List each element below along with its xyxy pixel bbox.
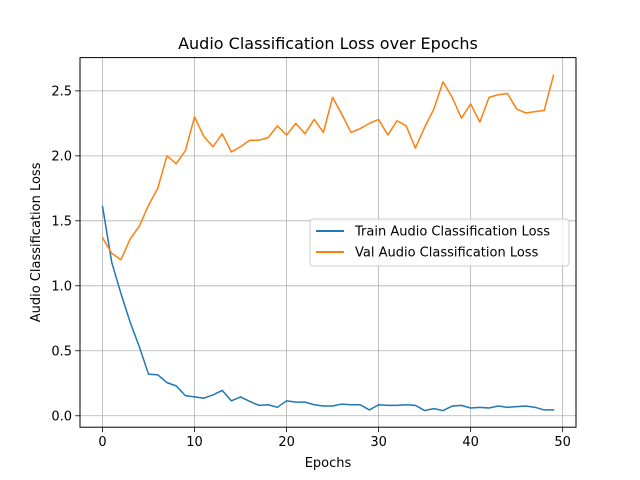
x-axis-title: Epochs bbox=[305, 456, 352, 471]
x-tick-label: 50 bbox=[554, 435, 571, 450]
legend-box bbox=[309, 218, 570, 267]
y-tick-label: 1.5 bbox=[51, 214, 72, 229]
train-loss-line bbox=[101, 205, 555, 412]
x-tick-label: 40 bbox=[462, 435, 479, 450]
legend-label-train: Train Audio Classification Loss bbox=[354, 225, 550, 240]
y-tick-label: 0.5 bbox=[51, 344, 72, 359]
y-tick-label: 2.5 bbox=[51, 84, 72, 99]
axis-ticks: 0 10 20 30 40 50 0.0 0.5 1.0 1.5 2.0 2.5 bbox=[51, 84, 571, 450]
legend: Train Audio Classification Loss Val Audi… bbox=[309, 218, 570, 267]
y-tick-label: 1.0 bbox=[51, 279, 72, 294]
y-axis-title: Audio Classification Loss bbox=[29, 162, 44, 322]
series-lines bbox=[101, 74, 555, 412]
plot-area-frame bbox=[79, 57, 577, 428]
legend-label-val: Val Audio Classification Loss bbox=[355, 246, 539, 261]
y-tick-label: 0.0 bbox=[51, 409, 72, 424]
val-loss-line bbox=[101, 74, 555, 261]
y-tick-label: 2.0 bbox=[51, 149, 72, 164]
x-tick-label: 10 bbox=[186, 435, 203, 450]
chart-title: Audio Classification Loss over Epochs bbox=[178, 34, 478, 53]
x-tick-label: 0 bbox=[98, 435, 106, 450]
x-tick-label: 20 bbox=[278, 435, 295, 450]
x-tick-label: 30 bbox=[370, 435, 387, 450]
